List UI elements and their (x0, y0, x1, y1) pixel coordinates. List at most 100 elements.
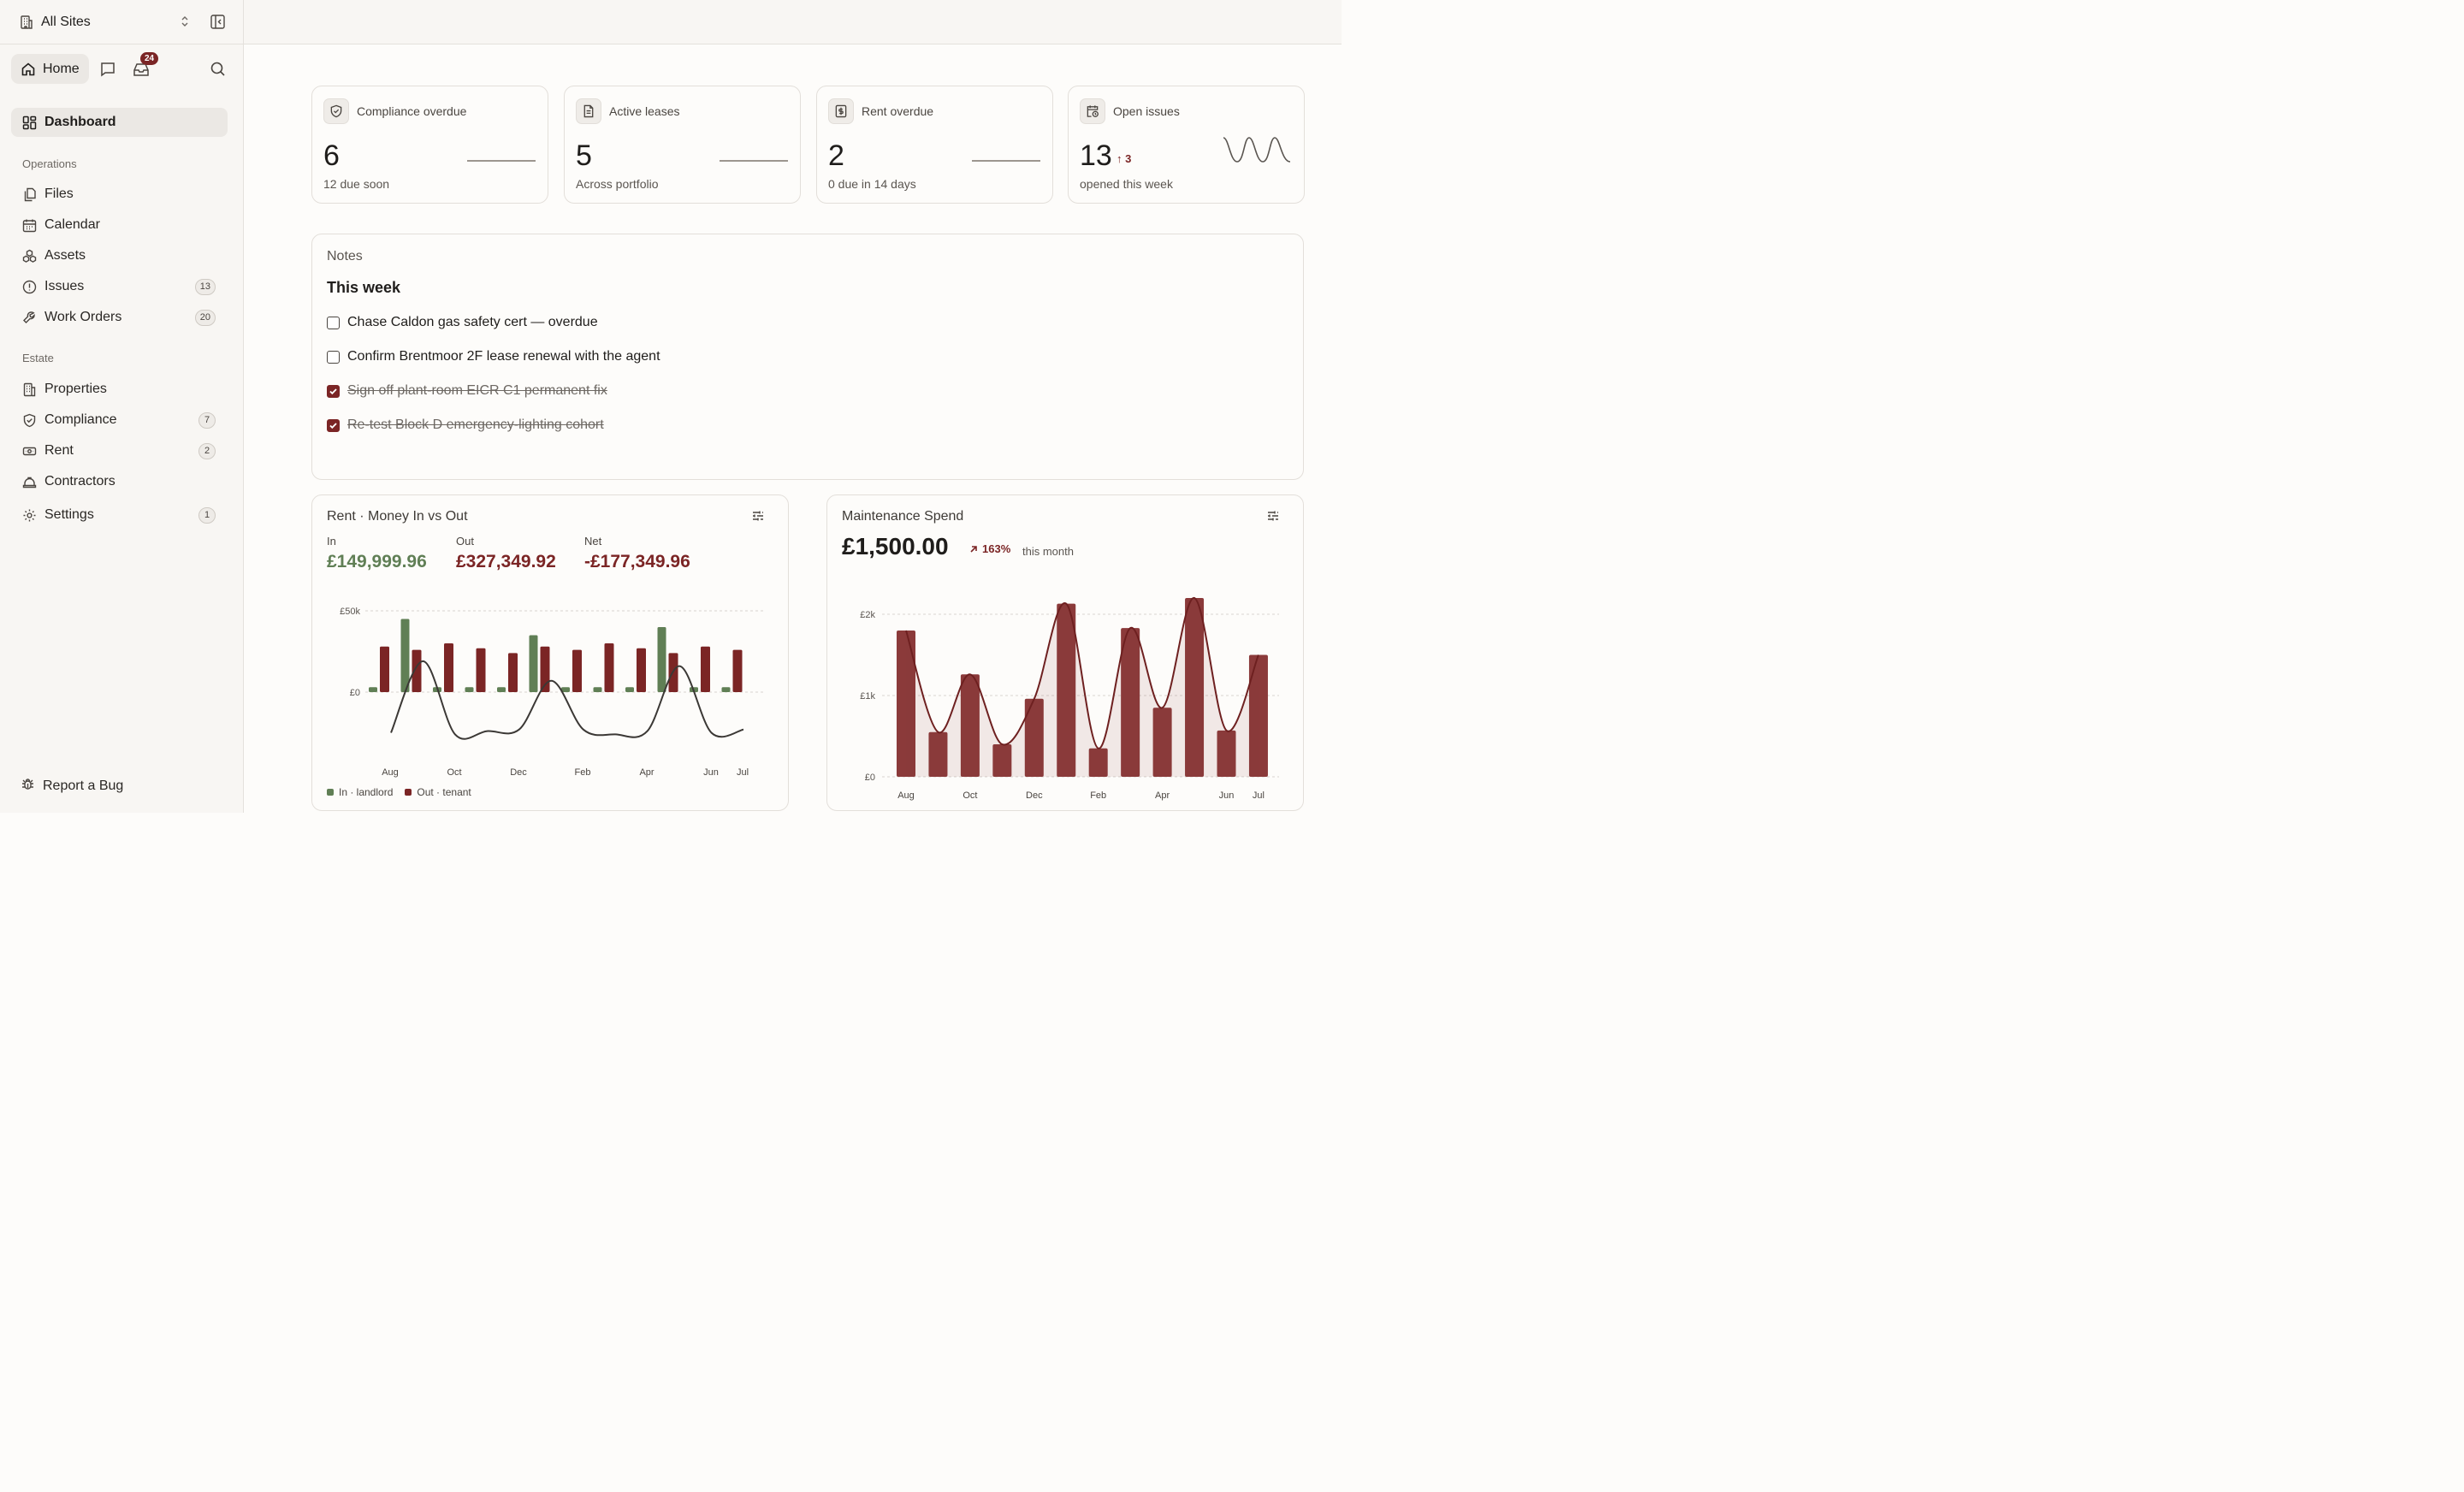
banknote-icon (22, 444, 37, 459)
settings-count-badge: 1 (198, 507, 216, 524)
calendar-icon (22, 218, 37, 233)
notes-title: Notes (327, 249, 363, 263)
stat-title: Compliance overdue (357, 104, 467, 118)
section-operations: Operations (22, 157, 77, 170)
sidebar-item-calendar[interactable]: Calendar (11, 210, 228, 240)
home-button[interactable]: Home (11, 54, 89, 84)
dashboard-icon (22, 115, 37, 130)
notes-card: Notes This week Chase Caldon gas safety … (311, 234, 1304, 480)
work-orders-count-badge: 20 (194, 310, 216, 326)
rent-card-title: Rent · Money In vs Out (327, 509, 468, 524)
maintenance-spend-card: Maintenance Spend £1,500.00 163% this mo… (826, 494, 1304, 811)
sidebar-item-files[interactable]: Files (11, 180, 228, 209)
chevron-up-down-icon[interactable] (178, 15, 192, 28)
maintenance-card-title: Maintenance Spend (842, 509, 964, 524)
y-tick-label: £1k (860, 691, 875, 702)
stat-card-compliance-overdue[interactable]: Compliance overdue 6 12 due soon (311, 86, 548, 204)
legend-swatch (327, 789, 334, 796)
bar-out (637, 648, 646, 692)
building-icon (22, 382, 37, 397)
search-icon[interactable] (210, 61, 226, 77)
sliders-icon[interactable] (751, 509, 765, 523)
legend-in-label: In · landlord (339, 786, 394, 798)
bar (1121, 628, 1140, 777)
stat-sparkline (972, 160, 1040, 162)
notes-heading: This week (327, 279, 401, 296)
stat-value: 6 (323, 139, 340, 172)
collapse-sidebar-icon[interactable] (210, 14, 226, 30)
y-tick-label: £50k (340, 607, 360, 617)
sidebar-item-label: Calendar (44, 217, 100, 232)
in-value: £149,999.96 (327, 552, 427, 571)
stat-card-active-leases[interactable]: Active leases 5 Across portfolio (564, 86, 801, 204)
todo-checkbox[interactable] (327, 316, 340, 329)
stat-delta-value: 3 (1125, 152, 1132, 165)
maintenance-change: 163% (968, 542, 1010, 555)
hard-hat-icon (22, 475, 37, 489)
sidebar-item-label: Dashboard (44, 115, 116, 129)
home-label: Home (43, 61, 80, 76)
stat-card-rent-overdue[interactable]: Rent overdue 2 0 due in 14 days (816, 86, 1053, 204)
bar-out (572, 649, 582, 692)
bar (1088, 748, 1108, 777)
sidebar-item-compliance[interactable]: Compliance 7 (11, 406, 228, 435)
stat-sparkline (467, 160, 536, 162)
wrench-icon (22, 311, 37, 325)
sidebar-item-label: Contractors (44, 474, 116, 488)
todo-text[interactable]: Re-test Block D emergency-lighting cohor… (347, 417, 604, 432)
sidebar-item-settings[interactable]: Settings 1 (11, 500, 228, 530)
bar-out (412, 649, 422, 692)
chat-icon[interactable] (99, 61, 116, 78)
maintenance-value: £1,500.00 (842, 533, 949, 560)
receipt-pound-icon (828, 98, 854, 124)
inbox-count-badge: 24 (140, 52, 158, 65)
todo-item: Sign off plant-room EICR C1 permanent fi… (327, 383, 607, 399)
bar-out (380, 646, 389, 692)
sliders-icon[interactable] (1266, 509, 1280, 523)
todo-checkbox-checked[interactable] (327, 384, 340, 398)
spend-line (905, 596, 1259, 749)
area-fill (906, 597, 1259, 777)
x-tick-label: Feb (1090, 790, 1106, 801)
stat-subtitle: 12 due soon (323, 177, 390, 191)
sidebar-item-dashboard[interactable]: Dashboard (11, 108, 228, 137)
gear-icon (22, 508, 37, 523)
assets-icon (22, 249, 37, 263)
todo-text[interactable]: Chase Caldon gas safety cert — overdue (347, 315, 598, 329)
home-icon (21, 62, 35, 75)
todo-text[interactable]: Confirm Brentmoor 2F lease renewal with … (347, 349, 660, 364)
arrow-up-right-icon (970, 545, 977, 553)
report-bug-label: Report a Bug (43, 779, 124, 793)
site-switcher[interactable]: All Sites (0, 0, 243, 44)
bar-in (561, 687, 570, 692)
bar (992, 744, 1012, 777)
bar (1185, 598, 1205, 777)
sidebar-item-issues[interactable]: Issues 13 (11, 272, 228, 301)
todo-checkbox[interactable] (327, 350, 340, 364)
stat-title: Active leases (609, 104, 680, 118)
bar-in (657, 627, 666, 692)
sidebar-item-work-orders[interactable]: Work Orders 20 (11, 303, 228, 332)
todo-text[interactable]: Sign off plant-room EICR C1 permanent fi… (347, 383, 607, 398)
inbox-icon[interactable] (133, 61, 150, 78)
stat-card-open-issues[interactable]: Open issues 13 ↑ 3 opened this week (1068, 86, 1305, 204)
shield-check-icon (22, 413, 37, 428)
bar (960, 674, 980, 777)
sidebar-item-contractors[interactable]: Contractors (11, 467, 228, 496)
bar (928, 731, 948, 777)
todo-checkbox-checked[interactable] (327, 418, 340, 432)
legend-out-label: Out · tenant (417, 786, 471, 798)
section-estate: Estate (22, 352, 54, 364)
report-bug-button[interactable]: Report a Bug (21, 777, 123, 796)
top-bar (244, 0, 1342, 44)
bar-in (625, 687, 634, 692)
bar (897, 631, 915, 777)
bar-out (732, 649, 743, 692)
bar (1217, 730, 1236, 777)
document-icon (576, 98, 601, 124)
bar-in (400, 619, 410, 692)
sidebar-item-properties[interactable]: Properties (11, 375, 228, 404)
sidebar-item-rent[interactable]: Rent 2 (11, 436, 228, 465)
in-label: In (327, 535, 336, 548)
sidebar-item-assets[interactable]: Assets (11, 241, 228, 270)
